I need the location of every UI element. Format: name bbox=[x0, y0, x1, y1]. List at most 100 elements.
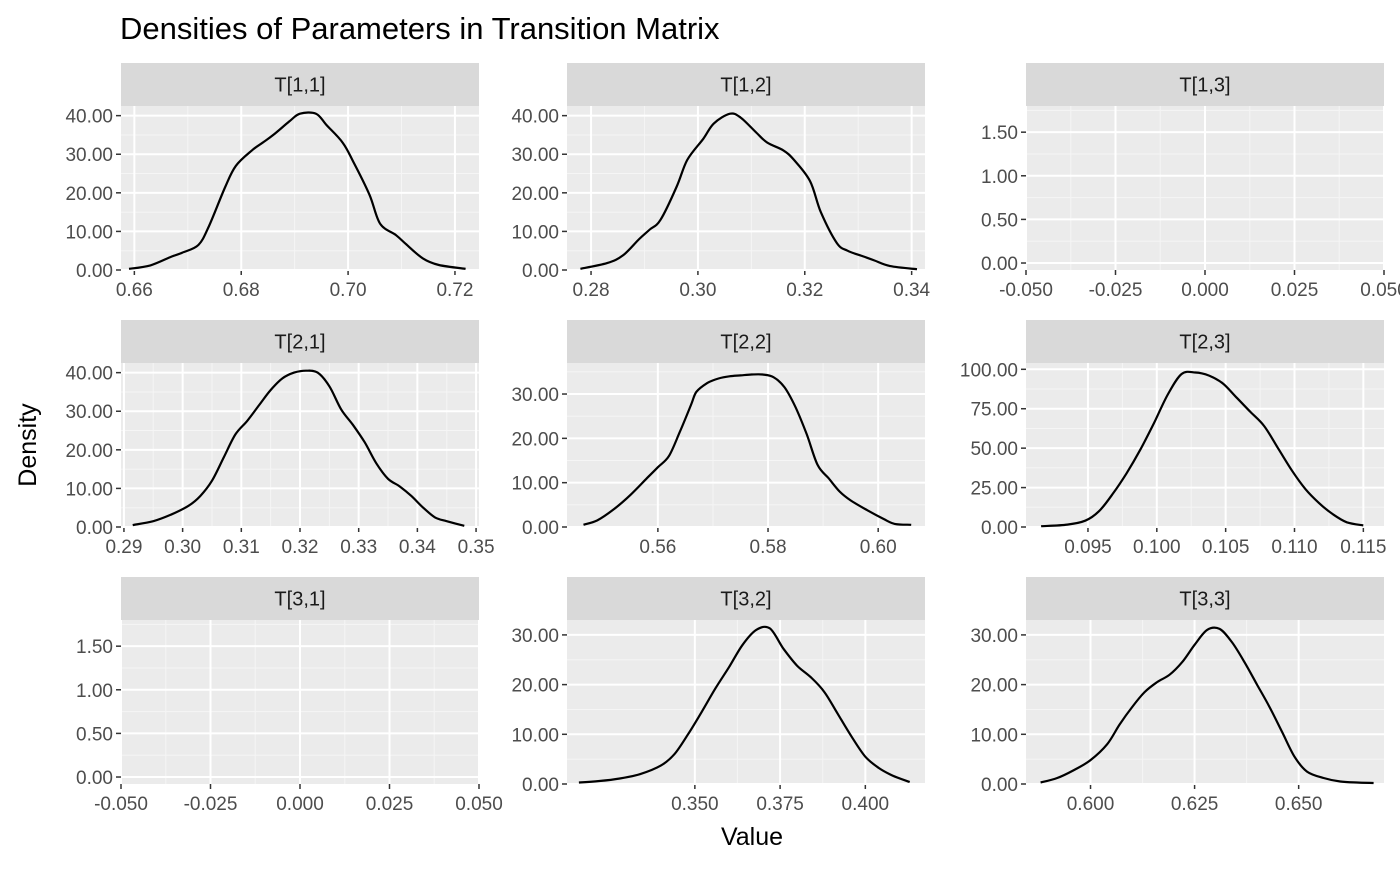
x-tick-label: 0.095 bbox=[1064, 537, 1112, 558]
x-tick-label: 0.32 bbox=[282, 537, 319, 558]
x-tick-label: 0.70 bbox=[330, 280, 367, 301]
y-tick-label: 30.00 bbox=[65, 402, 113, 423]
y-tick-label: 10.00 bbox=[511, 474, 559, 495]
y-tick-label: 30.00 bbox=[511, 626, 559, 647]
facet-panel: T[3,3] 0.600 0.625 0.650 0.00 10.00 20.00 30.00 bbox=[970, 577, 1384, 815]
facet-strip-label: T[3,3] bbox=[1179, 589, 1230, 611]
x-tick-label: 0.34 bbox=[893, 280, 930, 301]
y-tick-label: 20.00 bbox=[511, 676, 559, 697]
y-tick-label: 30.00 bbox=[511, 145, 559, 166]
x-tick-label: 0.115 bbox=[1340, 537, 1386, 558]
y-tick-label: 40.00 bbox=[65, 107, 113, 128]
x-tick-label: 0.025 bbox=[1271, 280, 1319, 301]
y-tick-label: 1.50 bbox=[981, 123, 1018, 144]
density-line bbox=[132, 369, 465, 527]
x-tick-label: 0.35 bbox=[458, 537, 495, 558]
x-tick-label: 0.375 bbox=[756, 794, 804, 815]
y-tick-label: 25.00 bbox=[970, 479, 1018, 500]
x-tick-label: 0.72 bbox=[436, 280, 473, 301]
x-tick-label: 0.110 bbox=[1271, 537, 1317, 558]
facet-strip bbox=[1026, 577, 1384, 620]
y-tick-label: 30.00 bbox=[511, 385, 559, 406]
y-tick-label: 30.00 bbox=[970, 626, 1018, 647]
facet-panel: T[2,3] 0.095 0.100 0.105 0.110 0.115 0.00 25.00… bbox=[960, 320, 1386, 558]
y-tick-label: 50.00 bbox=[970, 439, 1018, 460]
density-line bbox=[1041, 370, 1364, 528]
facet-panel: T[3,1] -0.050 -0.025 0.000 0.025 0.050 0.00 0.5… bbox=[76, 577, 503, 815]
facet-strip bbox=[567, 320, 925, 363]
y-tick-label: 10.00 bbox=[65, 222, 113, 243]
y-tick-label: 0.00 bbox=[76, 261, 113, 282]
x-tick-label: 0.28 bbox=[573, 280, 610, 301]
x-tick-label: 0.31 bbox=[223, 537, 260, 558]
y-tick-label: 1.00 bbox=[76, 681, 113, 702]
y-tick-label: 20.00 bbox=[65, 441, 113, 462]
panel-background bbox=[1026, 620, 1384, 784]
y-tick-label: 20.00 bbox=[65, 184, 113, 205]
panel-background bbox=[567, 106, 925, 270]
density-line bbox=[580, 112, 918, 271]
density-line bbox=[578, 625, 911, 784]
y-tick-label: 20.00 bbox=[511, 429, 559, 450]
x-tick-label: 0.68 bbox=[223, 280, 260, 301]
facet-strip bbox=[567, 63, 925, 106]
x-axis-title: Value bbox=[721, 823, 783, 851]
density-line bbox=[583, 373, 912, 526]
facet-strip-label: T[2,1] bbox=[274, 332, 325, 354]
panel-background bbox=[1026, 363, 1384, 527]
facet-strip-label: T[2,3] bbox=[1179, 332, 1230, 354]
facet-strip bbox=[1026, 63, 1384, 106]
x-tick-label: 0.34 bbox=[399, 537, 436, 558]
y-tick-label: 40.00 bbox=[511, 107, 559, 128]
facet-strip bbox=[1026, 320, 1384, 363]
x-tick-label: 0.050 bbox=[455, 794, 503, 815]
x-tick-label: 0.66 bbox=[116, 280, 153, 301]
x-tick-label: -0.025 bbox=[1089, 280, 1143, 301]
y-tick-label: 0.00 bbox=[981, 254, 1018, 275]
facet-panel: T[3,2] 0.350 0.375 0.400 0.00 10.00 20.00 30.00 bbox=[511, 577, 925, 815]
y-tick-label: 0.00 bbox=[76, 768, 113, 789]
chart-title: Densities of Parameters in Transition Ma… bbox=[120, 11, 720, 46]
x-tick-label: 0.400 bbox=[842, 794, 890, 815]
facet-panel: T[1,1] 0.66 0.68 0.70 0.72 0.00 10.00 20.00 30.0… bbox=[65, 63, 479, 301]
x-tick-label: 0.625 bbox=[1171, 794, 1219, 815]
x-tick-label: 0.56 bbox=[639, 537, 676, 558]
x-tick-label: -0.025 bbox=[184, 794, 238, 815]
facet-strip-label: T[1,2] bbox=[720, 75, 771, 97]
y-tick-label: 0.00 bbox=[522, 775, 559, 796]
x-tick-label: -0.050 bbox=[94, 794, 148, 815]
y-tick-label: 1.50 bbox=[76, 637, 113, 658]
facet-strip-label: T[1,3] bbox=[1179, 75, 1230, 97]
y-tick-label: 40.00 bbox=[65, 364, 113, 385]
y-tick-label: 10.00 bbox=[511, 222, 559, 243]
y-tick-label: 20.00 bbox=[511, 184, 559, 205]
facet-panel: T[1,2] 0.28 0.30 0.32 0.34 0.00 10.00 20.00 30.0… bbox=[511, 63, 931, 301]
y-tick-label: 30.00 bbox=[65, 145, 113, 166]
x-tick-label: 0.29 bbox=[105, 537, 142, 558]
y-tick-label: 0.00 bbox=[522, 518, 559, 539]
density-line bbox=[1040, 626, 1374, 785]
x-tick-label: 0.58 bbox=[750, 537, 787, 558]
y-tick-label: 10.00 bbox=[511, 725, 559, 746]
x-tick-label: 0.100 bbox=[1133, 537, 1181, 558]
facet-strip bbox=[121, 320, 479, 363]
facet-strip bbox=[121, 577, 479, 620]
x-tick-label: 0.30 bbox=[679, 280, 716, 301]
panel-background bbox=[121, 106, 479, 270]
facet-panel: T[2,1] 0.29 0.30 0.31 0.32 0.33 0.34 0.35 0.00 10… bbox=[65, 320, 495, 558]
density-line bbox=[128, 111, 466, 270]
x-tick-label: 0.025 bbox=[366, 794, 414, 815]
y-tick-label: 75.00 bbox=[970, 400, 1018, 421]
y-tick-label: 100.00 bbox=[960, 360, 1018, 381]
facet-strip bbox=[121, 63, 479, 106]
x-tick-label: 0.350 bbox=[671, 794, 719, 815]
facet-strip-label: T[1,1] bbox=[274, 75, 325, 97]
y-tick-label: 1.00 bbox=[981, 167, 1018, 188]
facet-strip-label: T[3,2] bbox=[720, 589, 771, 611]
facet-strip-label: T[3,1] bbox=[274, 589, 325, 611]
y-axis-title: Density bbox=[14, 403, 42, 487]
x-tick-label: 0.60 bbox=[860, 537, 897, 558]
y-tick-label: 0.50 bbox=[76, 724, 113, 745]
facet-strip-label: T[2,2] bbox=[720, 332, 771, 354]
